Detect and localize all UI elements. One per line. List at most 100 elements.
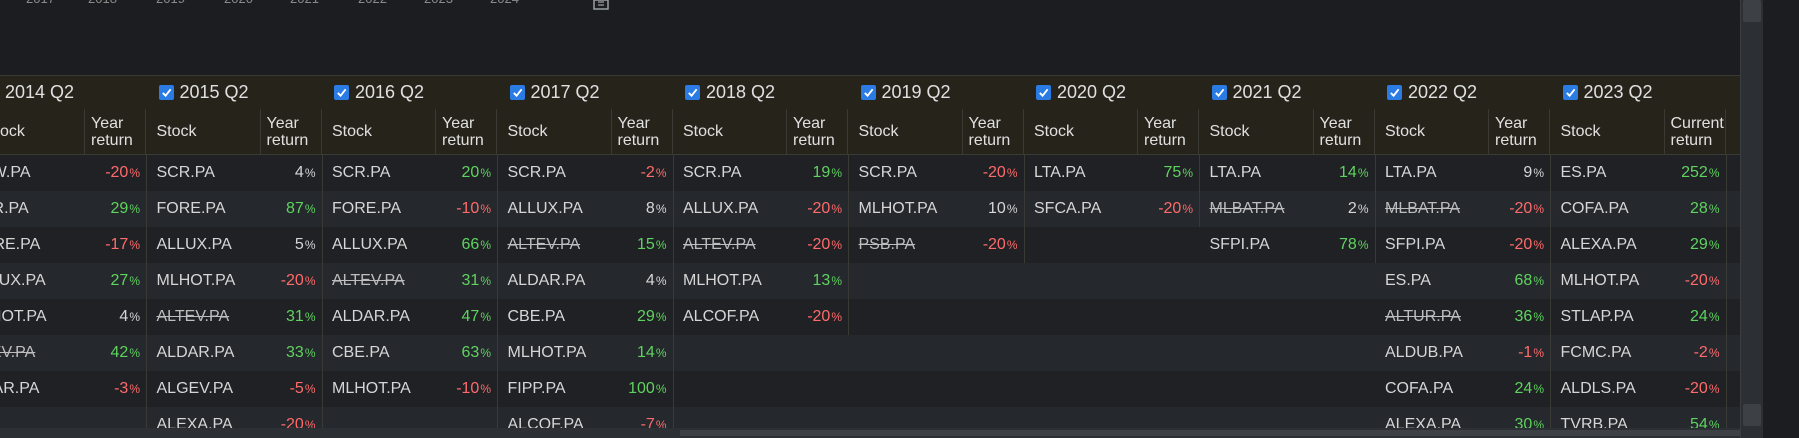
- stock-cell[interactable]: SCR.PA: [858, 164, 917, 181]
- stock-cell[interactable]: LHOT.PA: [0, 308, 47, 325]
- percent-sign: %: [831, 238, 842, 252]
- stock-cell[interactable]: MLHOT.PA: [156, 272, 236, 289]
- percent-sign: %: [1533, 238, 1544, 252]
- stock-cell[interactable]: COFA.PA: [1560, 200, 1629, 217]
- table-row[interactable]: KW.PA -20% SCR.PA 4% SCR.PA 20% SCR.PA -2% SCR.P…: [0, 155, 1740, 191]
- group-checkbox[interactable]: [509, 85, 525, 100]
- stock-cell[interactable]: FORE.PA: [332, 200, 402, 217]
- table-row[interactable]: ORE.PA -17% ALLUX.PA 5% ALLUX.PA 66% ALTEV.PA 1…: [0, 227, 1740, 263]
- stock-cell[interactable]: ES.PA: [1560, 164, 1607, 181]
- column-header-year-return[interactable]: Year return: [1138, 109, 1199, 154]
- stock-cell[interactable]: MLHOT.PA: [507, 344, 587, 361]
- stock-cell[interactable]: LTA.PA: [1209, 164, 1262, 181]
- group-checkbox[interactable]: [860, 85, 876, 100]
- stock-cell[interactable]: ALTEV.PA: [683, 236, 756, 253]
- stock-cell[interactable]: SFPI.PA: [1209, 236, 1270, 253]
- column-header-stock[interactable]: Stock: [502, 109, 612, 154]
- column-header-stock[interactable]: Stock: [151, 109, 261, 154]
- column-header-stock[interactable]: Stock: [1555, 109, 1665, 154]
- column-header-current-return[interactable]: Current return: [1665, 109, 1726, 154]
- stock-cell[interactable]: ALDUB.PA: [1385, 344, 1463, 361]
- column-header-year-return[interactable]: Year return: [612, 109, 673, 154]
- stock-cell[interactable]: COFA.PA: [1385, 380, 1454, 397]
- table-row[interactable]: LHOT.PA 4% ALTEV.PA 31% ALDAR.PA 47% CBE.PA 29%…: [0, 299, 1740, 335]
- horizontal-scroll-thumb[interactable]: [680, 430, 1740, 436]
- column-header-year-return[interactable]: Year return: [1489, 109, 1550, 154]
- stock-cell[interactable]: ALLUX.PA: [683, 200, 759, 217]
- group-checkbox[interactable]: [334, 85, 349, 100]
- vertical-scroll-thumb[interactable]: [1743, 0, 1761, 22]
- column-header-stock[interactable]: Stock: [326, 109, 436, 154]
- table-row[interactable]: CR.PA 29% FORE.PA 87% FORE.PA -10% ALLUX.PA 8% A…: [0, 191, 1740, 227]
- stock-cell[interactable]: MLHOT.PA: [683, 272, 762, 289]
- stock-cell[interactable]: ALGEV.PA: [156, 380, 234, 397]
- stock-cell[interactable]: ALDAR.PA: [156, 344, 235, 361]
- column-header-stock[interactable]: Stock: [853, 109, 963, 154]
- stock-cell[interactable]: ALLUX.PA: [156, 236, 232, 253]
- group-checkbox[interactable]: [685, 85, 700, 100]
- stock-cell[interactable]: ALDLS.PA: [1560, 380, 1636, 397]
- stock-cell[interactable]: TEV.PA: [0, 344, 36, 361]
- stock-cell[interactable]: FIPP.PA: [507, 380, 566, 397]
- table-row[interactable]: TEV.PA 42% ALDAR.PA 33% CBE.PA 63% MLHOT.PA 14%…: [0, 335, 1740, 371]
- vertical-scroll-thumb-bottom[interactable]: [1743, 404, 1761, 426]
- stock-cell[interactable]: ES.PA: [1385, 272, 1431, 289]
- stock-cell[interactable]: MLBAT.PA: [1209, 200, 1285, 217]
- stock-cell[interactable]: CR.PA: [0, 200, 29, 217]
- stock-cell[interactable]: ALTUR.PA: [1385, 308, 1461, 325]
- stock-cell[interactable]: MLHOT.PA: [858, 200, 938, 217]
- table-row[interactable]: DAR.PA -3% ALGEV.PA -5% MLHOT.PA -10% FIPP.PA 1…: [0, 371, 1740, 407]
- stock-cell[interactable]: ALDAR.PA: [507, 272, 586, 289]
- stock-cell[interactable]: CBE.PA: [507, 308, 566, 325]
- column-header-label: Stock: [1034, 123, 1075, 140]
- group-checkbox[interactable]: [1211, 85, 1227, 100]
- export-icon[interactable]: [592, 0, 612, 10]
- stock-cell[interactable]: FCMC.PA: [1560, 344, 1632, 361]
- column-header-stock[interactable]: Stock: [677, 109, 787, 154]
- vertical-scrollbar[interactable]: [1740, 0, 1763, 438]
- group-checkbox[interactable]: [1562, 85, 1578, 100]
- stock-cell[interactable]: ALTEV.PA: [332, 272, 405, 289]
- stock-cell[interactable]: CBE.PA: [332, 344, 390, 361]
- stock-cell[interactable]: ALTEV.PA: [507, 236, 581, 253]
- stock-cell[interactable]: DAR.PA: [0, 380, 40, 397]
- stock-cell[interactable]: ALLUX.PA: [332, 236, 408, 253]
- stock-cell[interactable]: SFCA.PA: [1034, 200, 1102, 217]
- stock-cell[interactable]: ALDAR.PA: [332, 308, 410, 325]
- stock-cell[interactable]: SFPI.PA: [1385, 236, 1446, 253]
- column-header-year-return[interactable]: Year return: [787, 109, 848, 154]
- column-header-year-return[interactable]: Year return: [963, 109, 1024, 154]
- stock-cell[interactable]: ALCOF.PA: [683, 308, 760, 325]
- column-header-stock[interactable]: Stock: [1379, 109, 1489, 154]
- stock-cell[interactable]: SCR.PA: [156, 164, 215, 181]
- stock-cell[interactable]: STLAP.PA: [1560, 308, 1634, 325]
- group-checkbox[interactable]: [1387, 85, 1402, 100]
- stock-cell[interactable]: ALEXA.PA: [1560, 236, 1637, 253]
- horizontal-scrollbar[interactable]: [0, 428, 1740, 438]
- column-header-year-return[interactable]: Year return: [436, 109, 497, 154]
- table-row[interactable]: LLUX.PA 27% MLHOT.PA -20% ALTEV.PA 31% ALDAR.P…: [0, 263, 1740, 299]
- stock-cell[interactable]: FORE.PA: [156, 200, 226, 217]
- column-header-stock[interactable]: Stock: [1028, 109, 1138, 154]
- stock-cell[interactable]: SCR.PA: [507, 164, 566, 181]
- stock-cell[interactable]: KW.PA: [0, 164, 31, 181]
- stock-cell[interactable]: LTA.PA: [1034, 164, 1086, 181]
- stock-cell[interactable]: MLBAT.PA: [1385, 200, 1460, 217]
- stock-cell[interactable]: LTA.PA: [1385, 164, 1437, 181]
- column-header-year-return[interactable]: Year return: [85, 109, 146, 154]
- group-checkbox[interactable]: [158, 85, 174, 100]
- stock-cell[interactable]: PSB.PA: [858, 236, 916, 253]
- stock-cell[interactable]: MLHOT.PA: [1560, 272, 1640, 289]
- column-header-year-return[interactable]: Year return: [261, 109, 322, 154]
- stock-cell[interactable]: SCR.PA: [332, 164, 391, 181]
- stock-cell[interactable]: ALLUX.PA: [507, 200, 583, 217]
- column-header-year-return[interactable]: Year return: [1314, 109, 1375, 154]
- stock-cell[interactable]: LLUX.PA: [0, 272, 46, 289]
- column-header-stock[interactable]: ock: [0, 109, 85, 154]
- column-header-stock[interactable]: Stock: [1204, 109, 1314, 154]
- stock-cell[interactable]: ORE.PA: [0, 236, 41, 253]
- stock-cell[interactable]: SCR.PA: [683, 164, 742, 181]
- group-checkbox[interactable]: [1036, 85, 1051, 100]
- stock-cell[interactable]: ALTEV.PA: [156, 308, 230, 325]
- stock-cell[interactable]: MLHOT.PA: [332, 380, 411, 397]
